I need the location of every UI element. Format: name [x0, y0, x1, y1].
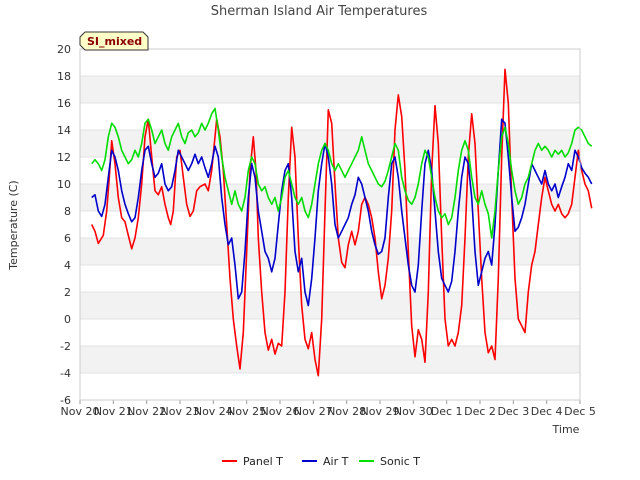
x-tick-label: Dec 5 [564, 405, 596, 418]
y-tick-label: 14 [57, 124, 71, 137]
x-tick-label: Nov 27 [294, 405, 333, 418]
y-tick-label: 0 [64, 313, 71, 326]
series-lines [90, 68, 593, 377]
y-tick-label: -6 [60, 394, 71, 407]
x-tick-label: Nov 24 [194, 405, 233, 418]
chart-title: Sherman Island Air Temperatures [211, 4, 428, 19]
background-band [80, 346, 580, 373]
x-tick-label: Nov 25 [227, 405, 266, 418]
x-tick-label: Nov 29 [361, 405, 400, 418]
x-tick-label: Nov 28 [327, 405, 366, 418]
background-band [80, 76, 580, 103]
y-axis-ticks: -6 -4 -2 0 2 4 6 8 10 12 14 16 18 20 [57, 43, 71, 407]
y-tick-label: 10 [57, 178, 71, 191]
y-tick-label: 6 [64, 232, 71, 245]
legend-label: Air T [323, 455, 349, 468]
background-bands [80, 76, 580, 373]
x-tick-label: Nov 21 [94, 405, 133, 418]
series-line-panel-t [90, 68, 593, 377]
x-tick-label: Nov 22 [127, 405, 166, 418]
background-band [80, 238, 580, 265]
x-tick-label: Dec 1 [431, 405, 463, 418]
x-tick-label: Nov 20 [61, 405, 100, 418]
plot-frame [79, 48, 581, 401]
x-axis-label: Time [552, 423, 580, 436]
x-tick-label: Nov 26 [261, 405, 300, 418]
y-tick-label: 4 [64, 259, 71, 272]
y-tick-label: 16 [57, 97, 71, 110]
y-tick-label: 12 [57, 151, 71, 164]
y-axis-label: Temperature (C) [7, 180, 20, 270]
background-band [80, 292, 580, 319]
y-tick-label: -4 [60, 367, 71, 380]
badge-box [79, 31, 149, 51]
dataset-badge: SI_mixed [79, 31, 149, 51]
y-tick-label: -2 [60, 340, 71, 353]
badge-label: SI_mixed [87, 35, 142, 48]
x-tick-label: Nov 23 [161, 405, 200, 418]
x-tick-label: Dec 4 [531, 405, 563, 418]
y-tick-label: 18 [57, 70, 71, 83]
x-tick-label: Dec 3 [497, 405, 529, 418]
legend-label: Sonic T [380, 455, 420, 468]
x-tick-label: Dec 2 [464, 405, 496, 418]
y-tick-label: 20 [57, 43, 71, 56]
x-tick-label: Nov 30 [394, 405, 433, 418]
y-tick-label: 2 [64, 286, 71, 299]
legend: Panel T Air T Sonic T [222, 455, 420, 468]
series-line-air-t [91, 118, 593, 307]
series-line-sonic-t [91, 107, 593, 239]
y-tick-label: 8 [64, 205, 71, 218]
legend-label: Panel T [243, 455, 283, 468]
